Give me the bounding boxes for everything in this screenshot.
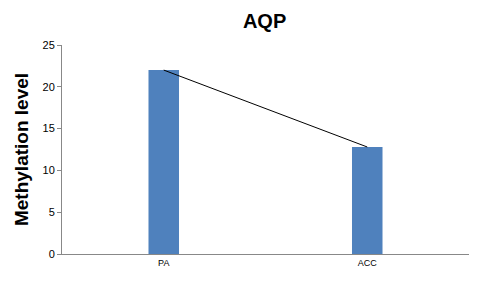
svg-text:Methylation level: Methylation level (11, 73, 32, 226)
svg-text:5: 5 (49, 206, 55, 218)
svg-text:0: 0 (49, 248, 55, 260)
svg-text:25: 25 (43, 39, 55, 51)
svg-text:AQP: AQP (243, 10, 286, 32)
svg-text:20: 20 (43, 81, 55, 93)
svg-text:PA: PA (158, 258, 169, 268)
svg-text:10: 10 (43, 164, 55, 176)
svg-text:ACC: ACC (358, 258, 378, 268)
svg-text:15: 15 (43, 122, 55, 134)
